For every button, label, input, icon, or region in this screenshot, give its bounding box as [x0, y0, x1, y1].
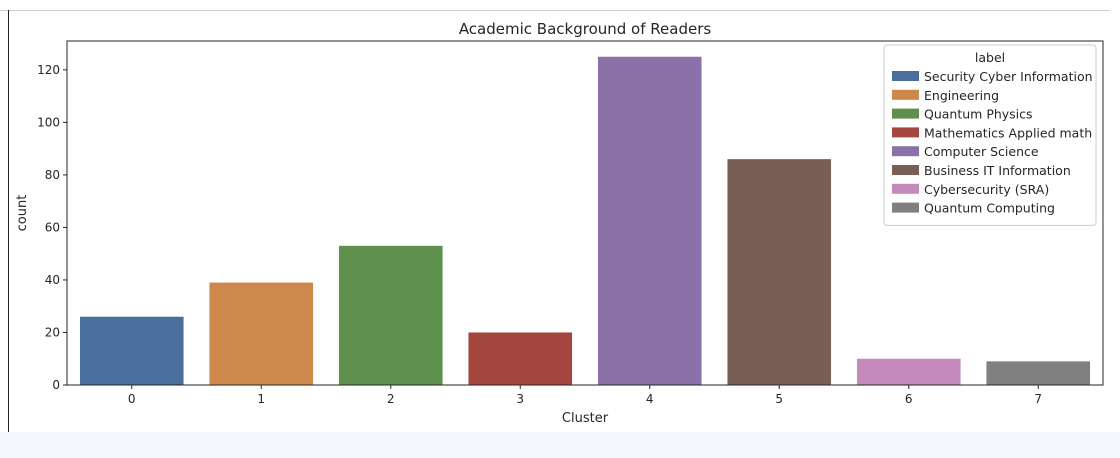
legend-title: label [975, 50, 1005, 65]
x-axis-label: Cluster [562, 411, 609, 426]
y-tick-label: 40 [45, 273, 60, 287]
x-tick-label: 0 [128, 392, 136, 406]
x-tick-label: 4 [646, 392, 654, 406]
legend-swatch [892, 183, 919, 194]
legend-swatch [892, 127, 919, 138]
legend-box [883, 44, 1097, 226]
y-tick-label: 120 [37, 63, 60, 77]
legend-swatch [892, 71, 919, 81]
bar-cluster-4 [597, 56, 702, 385]
y-tick-label: 0 [52, 378, 60, 392]
y-tick-label: 60 [45, 220, 60, 234]
bar-cluster-3 [468, 332, 573, 385]
legend: label Security Cyber Information Engineeri… [883, 44, 1097, 226]
legend-swatch [892, 165, 919, 175]
bar-cluster-5 [727, 159, 832, 385]
y-tick-label: 80 [45, 168, 60, 182]
legend-swatch [892, 108, 919, 119]
bar-cluster-1 [209, 282, 314, 385]
left-border [8, 10, 9, 432]
x-tick-label: 6 [905, 392, 913, 406]
legend-entry: Cybersecurity (SRA) [924, 182, 1049, 197]
legend-entry: Quantum Physics [924, 107, 1033, 122]
legend-entry: Mathematics Applied math [924, 125, 1092, 140]
x-tick-label: 1 [257, 392, 265, 406]
legend-entry: Engineering [924, 88, 999, 103]
legend-entry: Computer Science [924, 144, 1039, 159]
y-tick-label: 100 [37, 115, 60, 129]
bar-cluster-6 [856, 358, 961, 385]
legend-swatch [892, 202, 919, 213]
bar-cluster-0 [79, 316, 184, 385]
x-tick-label: 5 [775, 392, 783, 406]
x-tick-label: 3 [516, 392, 524, 406]
legend-entry: Quantum Computing [924, 201, 1055, 216]
figure-frame: Academic Background of Readers Cluster c… [0, 0, 1120, 432]
x-tick-label: 7 [1034, 392, 1042, 406]
bar-cluster-2 [338, 245, 443, 385]
x-tick-label: 2 [387, 392, 395, 406]
bars-group [79, 56, 1091, 385]
y-axis-label: count [15, 195, 30, 232]
bar-chart: Academic Background of Readers Cluster c… [15, 20, 1104, 426]
legend-entry: Business IT Information [924, 163, 1071, 178]
legend-swatch [892, 89, 919, 100]
legend-entry: Security Cyber Information [924, 69, 1093, 84]
y-tick-label: 20 [45, 325, 60, 339]
bar-cluster-7 [986, 361, 1091, 385]
x-axis: 0 1 2 3 4 5 6 7 [128, 385, 1042, 406]
legend-swatch [892, 146, 919, 157]
plot-area-frame [66, 40, 1104, 386]
top-border [0, 10, 1110, 11]
y-axis: 0 20 40 60 80 100 120 [37, 63, 67, 392]
chart-title: Academic Background of Readers [459, 20, 712, 38]
